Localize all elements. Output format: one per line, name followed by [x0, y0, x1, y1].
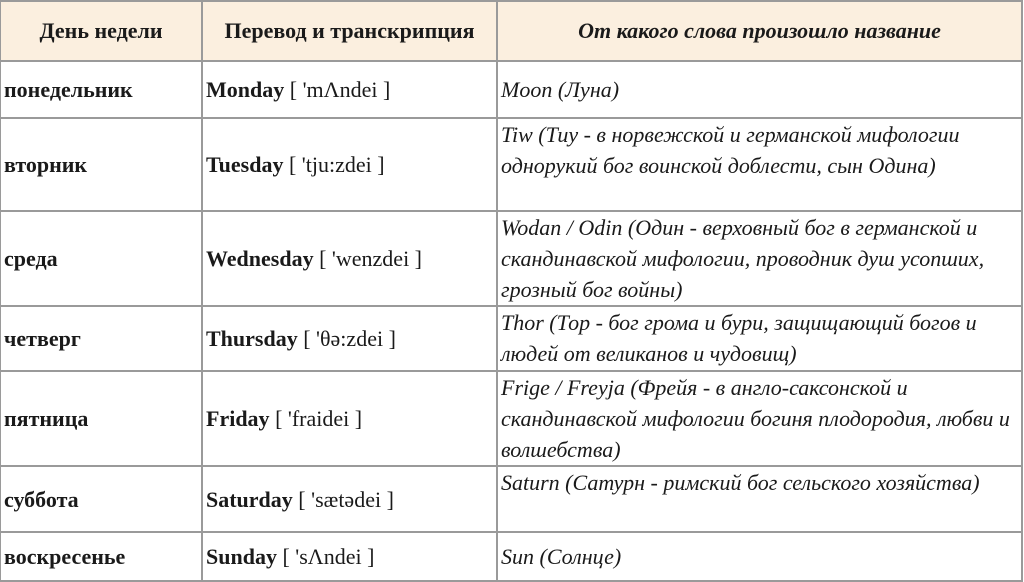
translation-cell: Tuesday [ 'tju:zdei ] [201, 117, 498, 212]
origin-cell: Wodan / Odin (Один - верховный бог в гер… [496, 210, 1023, 307]
table-row: пятница Friday [ 'fraidei ] Frige / Freyja… [0, 370, 1023, 467]
table-row: суббота Saturday [ 'sætədei ] Saturn (Сату… [0, 465, 1023, 533]
day-name: четверг [0, 305, 203, 372]
english-day: Wednesday [206, 246, 314, 271]
english-day: Friday [206, 406, 270, 431]
translation-cell: Saturday [ 'sætədei ] [201, 465, 498, 533]
translation-cell: Sunday [ 'sΛndei ] [201, 531, 498, 582]
transcription: [ 'fraidei ] [275, 406, 363, 431]
origin-cell: Saturn (Сатурн - римский бог сельского х… [496, 465, 1023, 533]
transcription: [ 'tju:zdei ] [288, 152, 385, 177]
transcription: [ 'mΛndei ] [289, 77, 391, 102]
header-row: День недели Перевод и транскрипция От ка… [0, 0, 1023, 62]
day-name: суббота [0, 465, 203, 533]
header-origin: От какого слова произошло название [496, 0, 1023, 62]
origin-cell: Sun (Солнце) [496, 531, 1023, 582]
transcription: [ 'θə:zdei ] [303, 326, 396, 351]
day-name: пятница [0, 370, 203, 467]
day-name: среда [0, 210, 203, 307]
day-name: понедельник [0, 60, 203, 119]
table-row: понедельник Monday [ 'mΛndei ] Moon (Луна) [0, 60, 1023, 119]
table-row: среда Wednesday [ 'wenzdei ] Wodan / Odin … [0, 210, 1023, 307]
english-day: Sunday [206, 544, 277, 569]
day-name: воскресенье [0, 531, 203, 582]
transcription: [ 'sætədei ] [298, 486, 394, 512]
english-day: Tuesday [206, 152, 284, 177]
header-translation: Перевод и транскрипция [201, 0, 498, 62]
origin-cell: Tiw (Тиу - в норвежской и германской миф… [496, 117, 1023, 212]
table-row: вторник Tuesday [ 'tju:zdei ] Tiw (Тиу - в… [0, 117, 1023, 212]
transcription: [ 'sΛndei ] [282, 544, 375, 569]
origin-cell: Frige / Freyja (Фрейя - в англо-саксонск… [496, 370, 1023, 467]
table-row: воскресенье Sunday [ 'sΛndei ] Sun (Солнце… [0, 531, 1023, 582]
translation-cell: Monday [ 'mΛndei ] [201, 60, 498, 119]
translation-cell: Thursday [ 'θə:zdei ] [201, 305, 498, 372]
table-row: четверг Thursday [ 'θə:zdei ] Thor (Тор - … [0, 305, 1023, 372]
day-name: вторник [0, 117, 203, 212]
english-day: Saturday [206, 486, 293, 512]
origin-cell: Thor (Тор - бог грома и бури, защищающий… [496, 305, 1023, 372]
origin-cell: Moon (Луна) [496, 60, 1023, 119]
english-day: Monday [206, 77, 285, 102]
translation-cell: Wednesday [ 'wenzdei ] [201, 210, 498, 307]
translation-cell: Friday [ 'fraidei ] [201, 370, 498, 467]
english-day: Thursday [206, 326, 298, 351]
header-day: День недели [0, 0, 203, 62]
transcription: [ 'wenzdei ] [319, 246, 423, 271]
